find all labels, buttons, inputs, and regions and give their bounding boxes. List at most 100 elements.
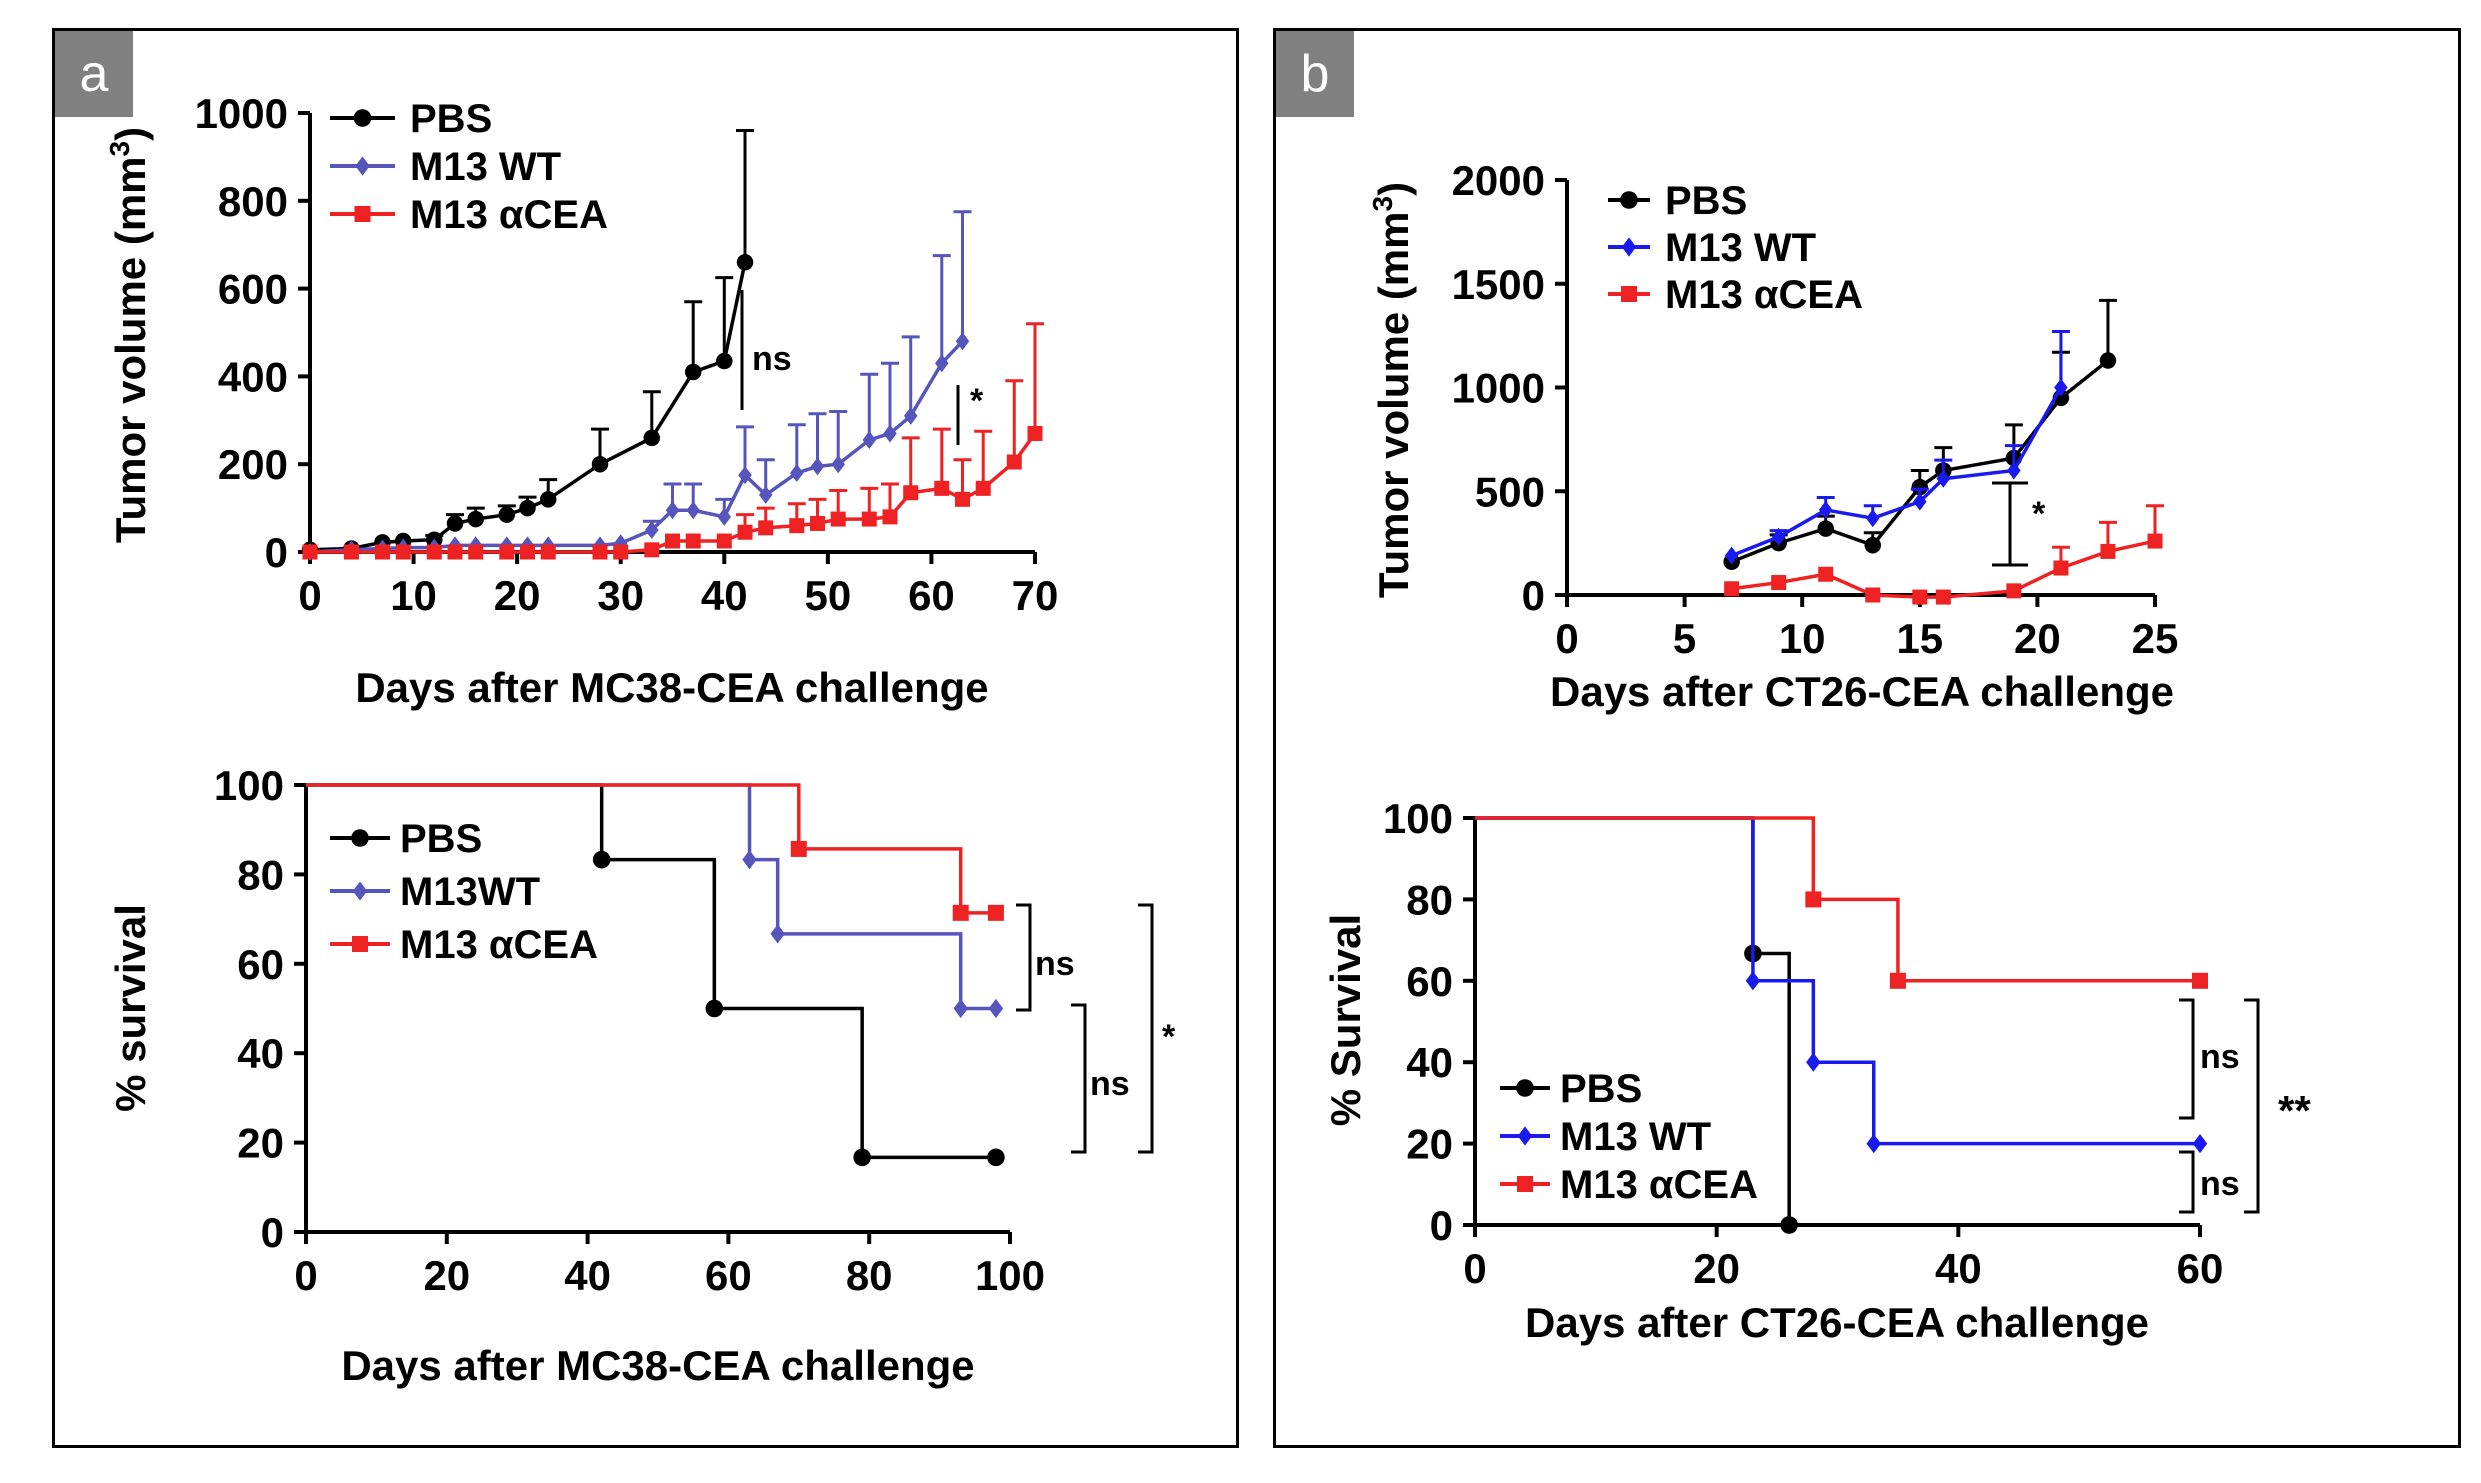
x-tick-label: 80 — [846, 1252, 893, 1299]
data-point — [903, 485, 919, 501]
data-point — [987, 1148, 1005, 1167]
data-point — [343, 544, 359, 560]
y-tick-label: 1000 — [1452, 365, 1545, 412]
chart-a_top — [298, 109, 1044, 564]
data-point — [1913, 492, 1927, 511]
chart-b_top — [1555, 178, 2164, 607]
y-tick-label: 1000 — [195, 90, 288, 137]
y-tick-label: 0 — [1522, 572, 1545, 619]
data-point — [955, 491, 970, 507]
data-point — [716, 352, 733, 370]
y-tick-label: 0 — [261, 1209, 284, 1256]
y-tick-label: 500 — [1475, 468, 1545, 515]
data-point — [1006, 454, 1022, 470]
legend-label: M13WT — [400, 870, 540, 914]
data-point — [591, 455, 609, 473]
x-tick-label: 100 — [975, 1252, 1045, 1299]
data-point — [934, 480, 950, 496]
data-point — [1865, 587, 1881, 603]
data-point — [1866, 1134, 1881, 1154]
data-point — [2053, 560, 2069, 576]
panel-b-label: b — [1276, 31, 1354, 117]
significance-label: ns — [1035, 945, 1075, 983]
x-tick-label: 10 — [390, 572, 437, 619]
data-point — [853, 1148, 871, 1167]
data-point — [468, 544, 484, 560]
data-point — [738, 466, 752, 485]
y-tick-label: 800 — [218, 178, 288, 225]
y-tick-label: 100 — [214, 762, 284, 809]
legend-marker — [1621, 286, 1637, 302]
x-tick-label: 40 — [1935, 1245, 1982, 1292]
legend-label: PBS — [1560, 1067, 1642, 1111]
x-tick-label: 30 — [597, 572, 644, 619]
data-point — [2054, 378, 2068, 397]
data-point — [861, 511, 877, 527]
series-pbs — [306, 783, 1005, 1167]
data-point — [952, 904, 969, 921]
significance-bracket — [2244, 998, 2260, 1214]
data-point — [643, 429, 661, 447]
legend-marker — [351, 829, 369, 847]
data-point — [498, 506, 516, 523]
significance-label: * — [2032, 495, 2046, 533]
data-point — [1818, 500, 1833, 519]
data-point — [519, 499, 536, 517]
significance-label: ns — [2200, 1165, 2240, 1203]
x-axis-label: Days after CT26-CEA challenge — [1550, 668, 2174, 715]
data-point — [520, 544, 535, 560]
y-tick-label: 20 — [237, 1120, 284, 1167]
series-pbs — [1723, 298, 2117, 571]
significance-label: ns — [1090, 1065, 1130, 1103]
data-point — [613, 544, 629, 560]
data-point — [2192, 1134, 2208, 1154]
data-point — [395, 544, 411, 560]
legend-label: M13 αCEA — [400, 923, 598, 967]
data-point — [882, 509, 898, 525]
panel-a-label: a — [55, 31, 133, 117]
data-point — [1724, 546, 1739, 565]
data-point — [737, 524, 753, 540]
chart-a_bottom — [294, 783, 1154, 1244]
survival-curve — [306, 783, 996, 1011]
data-point — [1866, 509, 1880, 528]
data-point — [592, 850, 611, 869]
y-axis-label: % survival — [107, 904, 154, 1112]
data-point — [1027, 425, 1043, 441]
x-tick-label: 15 — [1896, 615, 1943, 662]
survival-curve — [306, 783, 996, 1160]
data-point — [645, 521, 659, 540]
x-tick-label: 60 — [705, 1252, 752, 1299]
x-tick-label: 20 — [494, 572, 541, 619]
data-point — [540, 544, 556, 560]
legend-marker — [355, 156, 370, 176]
significance-bracket — [2179, 998, 2195, 1120]
legend-label: PBS — [410, 97, 492, 141]
y-axis-label: Tumor volume (mm3) — [1367, 182, 1417, 598]
y-tick-label: 100 — [1383, 795, 1453, 842]
data-point — [684, 363, 702, 381]
data-point — [1936, 469, 1951, 488]
data-point — [975, 480, 991, 496]
significance-bracket — [2179, 1150, 2195, 1214]
legend-marker — [1517, 1176, 1533, 1192]
legend-label: M13 WT — [1665, 226, 1816, 270]
data-point — [736, 254, 754, 271]
y-tick-label: 400 — [218, 353, 288, 400]
legend-label: M13 WT — [410, 145, 561, 189]
data-point — [685, 533, 701, 549]
y-axis-label-main: Tumor volume (mm — [107, 156, 154, 543]
data-point — [1771, 527, 1786, 546]
data-point — [790, 840, 807, 857]
data-point — [447, 544, 463, 560]
legend-label: M13 αCEA — [1560, 1163, 1758, 1207]
data-point — [789, 518, 805, 534]
data-point — [987, 904, 1004, 921]
survival-curve — [1475, 816, 2200, 983]
data-point — [988, 998, 1004, 1019]
y-axis-label-superscript: 3 — [1367, 196, 1398, 212]
data-point — [903, 406, 918, 425]
data-point — [2100, 543, 2116, 559]
legend-marker — [1517, 1126, 1533, 1146]
